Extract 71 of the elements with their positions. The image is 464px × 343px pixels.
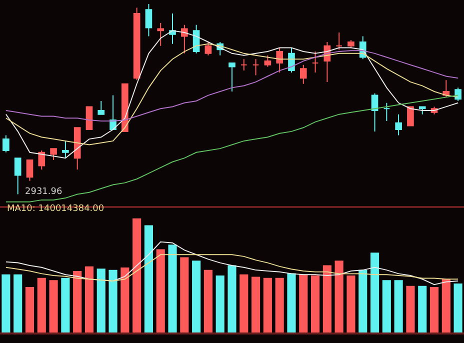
candlestick — [2, 134, 10, 153]
candlestick — [300, 64, 307, 84]
candlestick — [276, 47, 283, 73]
bar — [120, 268, 130, 333]
candlestick — [62, 140, 69, 159]
bar — [418, 286, 427, 333]
bar — [263, 278, 272, 333]
annotation: 2931.96 — [25, 187, 62, 197]
bar — [96, 268, 106, 333]
candlestick — [122, 83, 128, 132]
bar — [334, 260, 344, 333]
bar — [358, 270, 368, 333]
bar — [37, 278, 46, 333]
candlestick — [252, 58, 260, 76]
candlestick — [407, 106, 414, 126]
bar — [144, 225, 153, 333]
candlestick — [395, 114, 402, 136]
candlestick — [157, 22, 164, 46]
bar — [430, 286, 439, 333]
bar — [180, 257, 189, 333]
candlestick — [14, 158, 22, 195]
candlestick — [98, 100, 105, 115]
candlestick — [228, 62, 236, 92]
bar — [299, 274, 308, 333]
text: MA10: 140014384.00 — [7, 204, 104, 214]
bar — [382, 280, 391, 333]
candlestick — [371, 92, 378, 132]
bar — [61, 278, 70, 333]
candlestick — [348, 40, 354, 48]
bar — [275, 278, 284, 333]
bar — [454, 284, 462, 333]
bar — [49, 280, 58, 333]
bar — [394, 280, 403, 333]
bar — [322, 265, 332, 333]
bar — [192, 260, 201, 333]
candlestick — [74, 127, 81, 170]
bar — [168, 244, 177, 333]
bar — [406, 286, 415, 333]
bar — [287, 273, 296, 333]
bar — [346, 276, 356, 333]
bar — [14, 274, 22, 333]
candlestick — [133, 7, 140, 81]
bar — [108, 270, 118, 333]
candlestick — [145, 3, 152, 37]
candlestick — [38, 150, 46, 170]
bar — [370, 252, 380, 333]
bar — [252, 276, 260, 333]
candlestick — [418, 106, 426, 115]
bar — [442, 278, 450, 333]
bar — [228, 265, 236, 333]
bar — [73, 270, 82, 333]
bar — [240, 274, 248, 333]
bar — [2, 274, 10, 333]
candlestick — [181, 24, 188, 54]
bar — [25, 286, 34, 333]
bar — [132, 218, 142, 333]
candlestick — [86, 106, 93, 130]
bar — [216, 276, 224, 333]
bar — [84, 266, 94, 333]
candlestick — [336, 32, 342, 50]
candlestick — [169, 12, 176, 44]
candlestick — [312, 51, 319, 73]
candlestick — [240, 58, 248, 72]
bar — [204, 270, 212, 333]
candlestick — [26, 159, 34, 182]
bar — [156, 249, 165, 333]
candlestick — [204, 42, 212, 56]
candlestick — [50, 148, 57, 160]
candlestick — [264, 54, 272, 68]
bar — [311, 276, 320, 333]
candlestick — [383, 102, 390, 122]
